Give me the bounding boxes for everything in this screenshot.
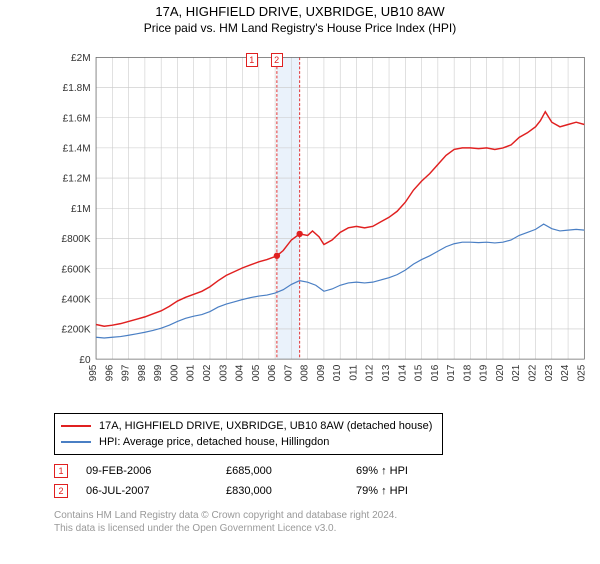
sale-price: £830,000	[226, 485, 356, 497]
svg-text:2003: 2003	[218, 364, 229, 381]
sale-date: 09-FEB-2006	[86, 465, 226, 477]
svg-text:1995: 1995	[88, 364, 99, 381]
svg-text:1999: 1999	[153, 364, 164, 381]
sale-marker-box: 2	[54, 484, 68, 498]
svg-text:2017: 2017	[446, 364, 457, 381]
footnote: Contains HM Land Registry data © Crown c…	[54, 509, 600, 535]
svg-text:£1.8M: £1.8M	[63, 83, 91, 94]
svg-text:2020: 2020	[495, 364, 506, 381]
svg-text:£1M: £1M	[71, 204, 91, 215]
sale-date: 06-JUL-2007	[86, 485, 226, 497]
legend-swatch	[61, 441, 91, 443]
svg-text:2024: 2024	[560, 364, 571, 381]
svg-text:2022: 2022	[528, 364, 539, 381]
svg-text:2004: 2004	[235, 364, 246, 381]
svg-text:1996: 1996	[104, 364, 115, 381]
legend-item: HPI: Average price, detached house, Hill…	[61, 434, 432, 450]
svg-text:2025: 2025	[576, 364, 587, 381]
sale-hpi: 69% ↑ HPI	[356, 465, 456, 477]
svg-text:1998: 1998	[137, 364, 148, 381]
sale-marker-1: 1	[246, 53, 258, 67]
sale-row: 2 06-JUL-2007£830,00079% ↑ HPI	[54, 481, 600, 501]
svg-text:2016: 2016	[430, 364, 441, 381]
legend-item: 17A, HIGHFIELD DRIVE, UXBRIDGE, UB10 8AW…	[61, 418, 432, 434]
svg-text:£1.4M: £1.4M	[63, 144, 91, 155]
svg-text:2007: 2007	[283, 364, 294, 381]
sale-price: £685,000	[226, 465, 356, 477]
chart-subtitle: Price paid vs. HM Land Registry's House …	[0, 21, 600, 35]
svg-text:2010: 2010	[332, 364, 343, 381]
sale-hpi: 79% ↑ HPI	[356, 485, 456, 497]
chart-title: 17A, HIGHFIELD DRIVE, UXBRIDGE, UB10 8AW	[0, 4, 600, 19]
legend-swatch	[61, 425, 91, 427]
svg-text:2014: 2014	[397, 364, 408, 381]
svg-text:2009: 2009	[316, 364, 327, 381]
svg-text:2023: 2023	[544, 364, 555, 381]
svg-text:2006: 2006	[267, 364, 278, 381]
svg-text:2008: 2008	[300, 364, 311, 381]
svg-text:2018: 2018	[462, 364, 473, 381]
footnote-line2: This data is licensed under the Open Gov…	[54, 522, 600, 535]
svg-text:£400K: £400K	[62, 294, 91, 305]
svg-text:2000: 2000	[169, 364, 180, 381]
svg-text:2013: 2013	[381, 364, 392, 381]
footnote-line1: Contains HM Land Registry data © Crown c…	[54, 509, 600, 522]
svg-text:2011: 2011	[348, 364, 359, 381]
svg-text:2019: 2019	[479, 364, 490, 381]
svg-text:2001: 2001	[186, 364, 197, 381]
svg-text:1997: 1997	[121, 364, 132, 381]
svg-text:2005: 2005	[251, 364, 262, 381]
svg-text:£800K: £800K	[62, 234, 91, 245]
chart-svg: £0 £200K £400K £600K £800K £1M £1.2M £1.4M £1.6M…	[54, 41, 588, 381]
svg-text:2015: 2015	[414, 364, 425, 381]
svg-text:£600K: £600K	[62, 264, 91, 275]
sale-row: 1 09-FEB-2006£685,00069% ↑ HPI	[54, 461, 600, 481]
svg-text:£1.2M: £1.2M	[63, 174, 91, 185]
chart-plot-area: £0 £200K £400K £600K £800K £1M £1.2M £1.4M £1.6M…	[54, 41, 588, 371]
svg-text:2002: 2002	[202, 364, 213, 381]
svg-text:£2M: £2M	[71, 53, 91, 64]
legend-label: 17A, HIGHFIELD DRIVE, UXBRIDGE, UB10 8AW…	[99, 420, 432, 432]
sale-marker-box: 1	[54, 464, 68, 478]
svg-text:£1.6M: £1.6M	[63, 113, 91, 124]
svg-text:£0: £0	[79, 355, 91, 366]
sale-marker-2: 2	[271, 53, 283, 67]
chart-container: 17A, HIGHFIELD DRIVE, UXBRIDGE, UB10 8AW…	[0, 4, 600, 564]
sale-events: 1 09-FEB-2006£685,00069% ↑ HPI 2 06-JUL-200…	[54, 461, 600, 501]
legend-label: HPI: Average price, detached house, Hill…	[99, 436, 329, 448]
svg-text:£200K: £200K	[62, 325, 91, 336]
svg-text:2012: 2012	[365, 364, 376, 381]
legend: 17A, HIGHFIELD DRIVE, UXBRIDGE, UB10 8AW…	[54, 413, 443, 455]
svg-text:2021: 2021	[511, 364, 522, 381]
